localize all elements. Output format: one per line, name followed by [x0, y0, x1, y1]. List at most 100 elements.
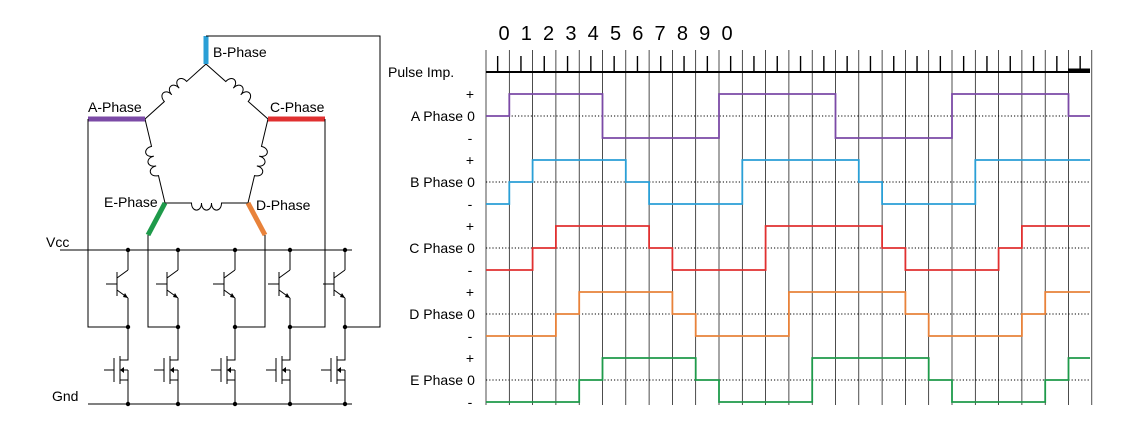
phase-e-label: E-Phase [104, 194, 158, 210]
mosfet-source [227, 379, 236, 404]
plus-level-label: + [466, 86, 474, 102]
step-number: 6 [632, 23, 643, 45]
phase-waveform [486, 291, 1090, 337]
phase-row: C Phase+0 - [409, 218, 1090, 278]
winding-ab [144, 63, 207, 120]
switch-column [154, 247, 181, 407]
mosfet-arrow-icon [170, 367, 174, 373]
phase-row: A Phase+0 - [411, 86, 1090, 146]
mosfet-drain [337, 350, 346, 361]
step-number: 0 [498, 23, 509, 45]
mosfet-arrow-icon [120, 367, 124, 373]
pulse-train [486, 56, 1090, 73]
bjt-collector [166, 269, 179, 279]
minus-level-label: - [468, 130, 473, 146]
minus-level-label: - [468, 394, 473, 410]
timing-gridlines [485, 50, 1093, 405]
phase-row: E Phase+0 - [410, 350, 1090, 410]
step-number: 8 [677, 23, 688, 45]
step-number: 7 [655, 23, 666, 45]
bjt-collector [223, 269, 236, 279]
mosfet-source [170, 379, 179, 404]
step-number: 5 [610, 23, 621, 45]
phase-row-label: D Phase [409, 306, 463, 322]
minus-level-label: - [468, 262, 473, 278]
mosfet-drain [170, 350, 179, 361]
wire-b [206, 35, 381, 328]
phase-row-label: B Phase [410, 174, 463, 190]
plus-level-label: + [466, 350, 474, 366]
phase-waveform [486, 93, 1090, 139]
vcc-label: Vcc [46, 234, 69, 250]
switch-column [266, 247, 293, 407]
wire-d [235, 235, 266, 328]
bjt-collector [333, 269, 346, 279]
mosfet-drain [282, 350, 291, 361]
phase-a-label: A-Phase [88, 99, 142, 115]
mosfet-source [337, 379, 346, 404]
phase-waveform [486, 357, 1090, 403]
step-number: 3 [565, 23, 576, 45]
pentagon-windings [144, 63, 269, 211]
mosfet-source [120, 379, 129, 404]
mosfet-drain [120, 350, 129, 361]
phase-d-label: D-Phase [256, 197, 311, 213]
bjt-collector [116, 269, 129, 279]
zero-level-label: 0 [467, 240, 475, 256]
phase-row-label: E Phase [410, 372, 463, 388]
step-number: 0 [721, 23, 732, 45]
mosfet-arrow-icon [337, 367, 341, 373]
zero-level-label: 0 [467, 108, 475, 124]
five-phase-schematic: B-Phase A-Phase C-Phase E-Phase D-Phase … [46, 35, 381, 407]
plus-level-label: + [466, 152, 474, 168]
step-number: 2 [543, 23, 554, 45]
winding-bc [205, 63, 269, 120]
bjt-arrow-icon [340, 293, 345, 298]
mosfet-drain [227, 350, 236, 361]
phase-e-terminal [145, 201, 168, 237]
wire-c [290, 119, 326, 328]
phase-waveforms: A Phase+0-B Phase+0-C Phase+0-D Phase+0-… [409, 86, 1090, 410]
switch-column [211, 247, 238, 407]
minus-level-label: - [468, 196, 473, 212]
phase-c-label: C-Phase [270, 99, 325, 115]
phase-d-terminal [245, 201, 268, 237]
phase-waveform [486, 159, 1090, 205]
gnd-label: Gnd [52, 388, 78, 404]
phase-waveform [486, 225, 1090, 271]
bjt-arrow-icon [123, 293, 128, 298]
switch-column [321, 247, 348, 407]
zero-level-label: 0 [467, 174, 475, 190]
phase-b-label: B-Phase [213, 44, 267, 60]
bjt-collector [278, 269, 291, 279]
mosfet-arrow-icon [227, 367, 231, 373]
wire-e [147, 235, 178, 328]
phase-row-label: C Phase [409, 240, 463, 256]
step-number: 9 [699, 23, 710, 45]
mosfet-arrow-icon [282, 367, 286, 373]
plus-level-label: + [466, 218, 474, 234]
zero-level-label: 0 [467, 306, 475, 322]
zero-level-label: 0 [467, 372, 475, 388]
bjt-arrow-icon [230, 293, 235, 298]
winding-de [165, 202, 248, 211]
minus-level-label: - [468, 328, 473, 344]
winding-ea [144, 118, 166, 204]
phase-row: B Phase+0 - [410, 152, 1090, 212]
step-number: 1 [521, 23, 532, 45]
bjt-arrow-icon [285, 293, 290, 298]
step-number: 4 [588, 23, 599, 45]
phase-row: D Phase+0 - [409, 284, 1090, 344]
switch-column [104, 247, 131, 407]
wire-a [87, 119, 128, 328]
plus-level-label: + [466, 284, 474, 300]
mosfet-source [282, 379, 291, 404]
phase-row-label: A Phase [411, 108, 463, 124]
pulse-label: Pulse Imp. [388, 64, 454, 80]
driver-switches [104, 247, 348, 407]
winding-cd [247, 118, 269, 204]
bjt-arrow-icon [173, 293, 178, 298]
